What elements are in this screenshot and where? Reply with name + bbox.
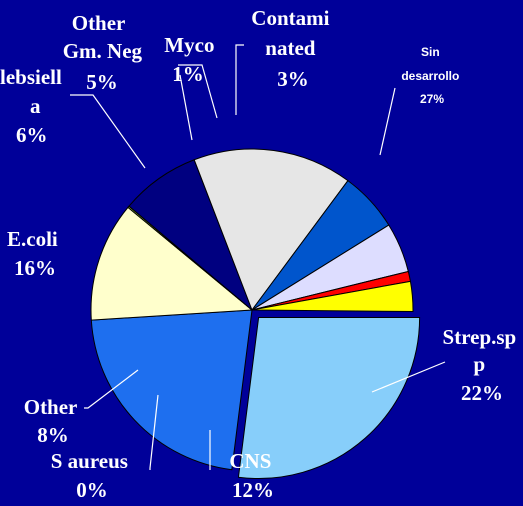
leader-line-saureus [149,394,159,470]
leader-lines [70,44,446,470]
leader-line-klebsiella [70,94,146,169]
label-myco: Myco 1% [164,33,219,86]
pie-slice-sin [237,317,421,479]
label-ecoli: E.coli 16% [7,227,63,280]
pie-slice-ecoli [193,148,349,312]
pie-slice-strep [90,309,253,471]
label-strep: Strep.sp p 22% [443,325,522,405]
label-othergmneg: Other Gm. Neg 5% [63,11,148,94]
pie-slice-contaminated [251,280,414,313]
leader-line-other [84,369,139,409]
pie-slice-cns [90,206,254,321]
leader-line-othergmneg [179,74,193,141]
label-other: Other 8% [24,395,83,447]
leader-line-sin [379,87,396,156]
leader-line-myco [178,64,218,119]
label-klebsiella: lebsiell a 6% [0,65,67,147]
leader-line-contaminated [235,44,244,115]
leader-line-strep [371,361,446,393]
label-saureus: S aureus 0% [51,449,133,502]
label-contaminated: Contami nated 3% [251,6,334,91]
label-cns: CNS 12% [229,449,276,502]
label-sin: Sin desarrollo 27% [401,45,462,106]
pie-slices [90,148,421,479]
